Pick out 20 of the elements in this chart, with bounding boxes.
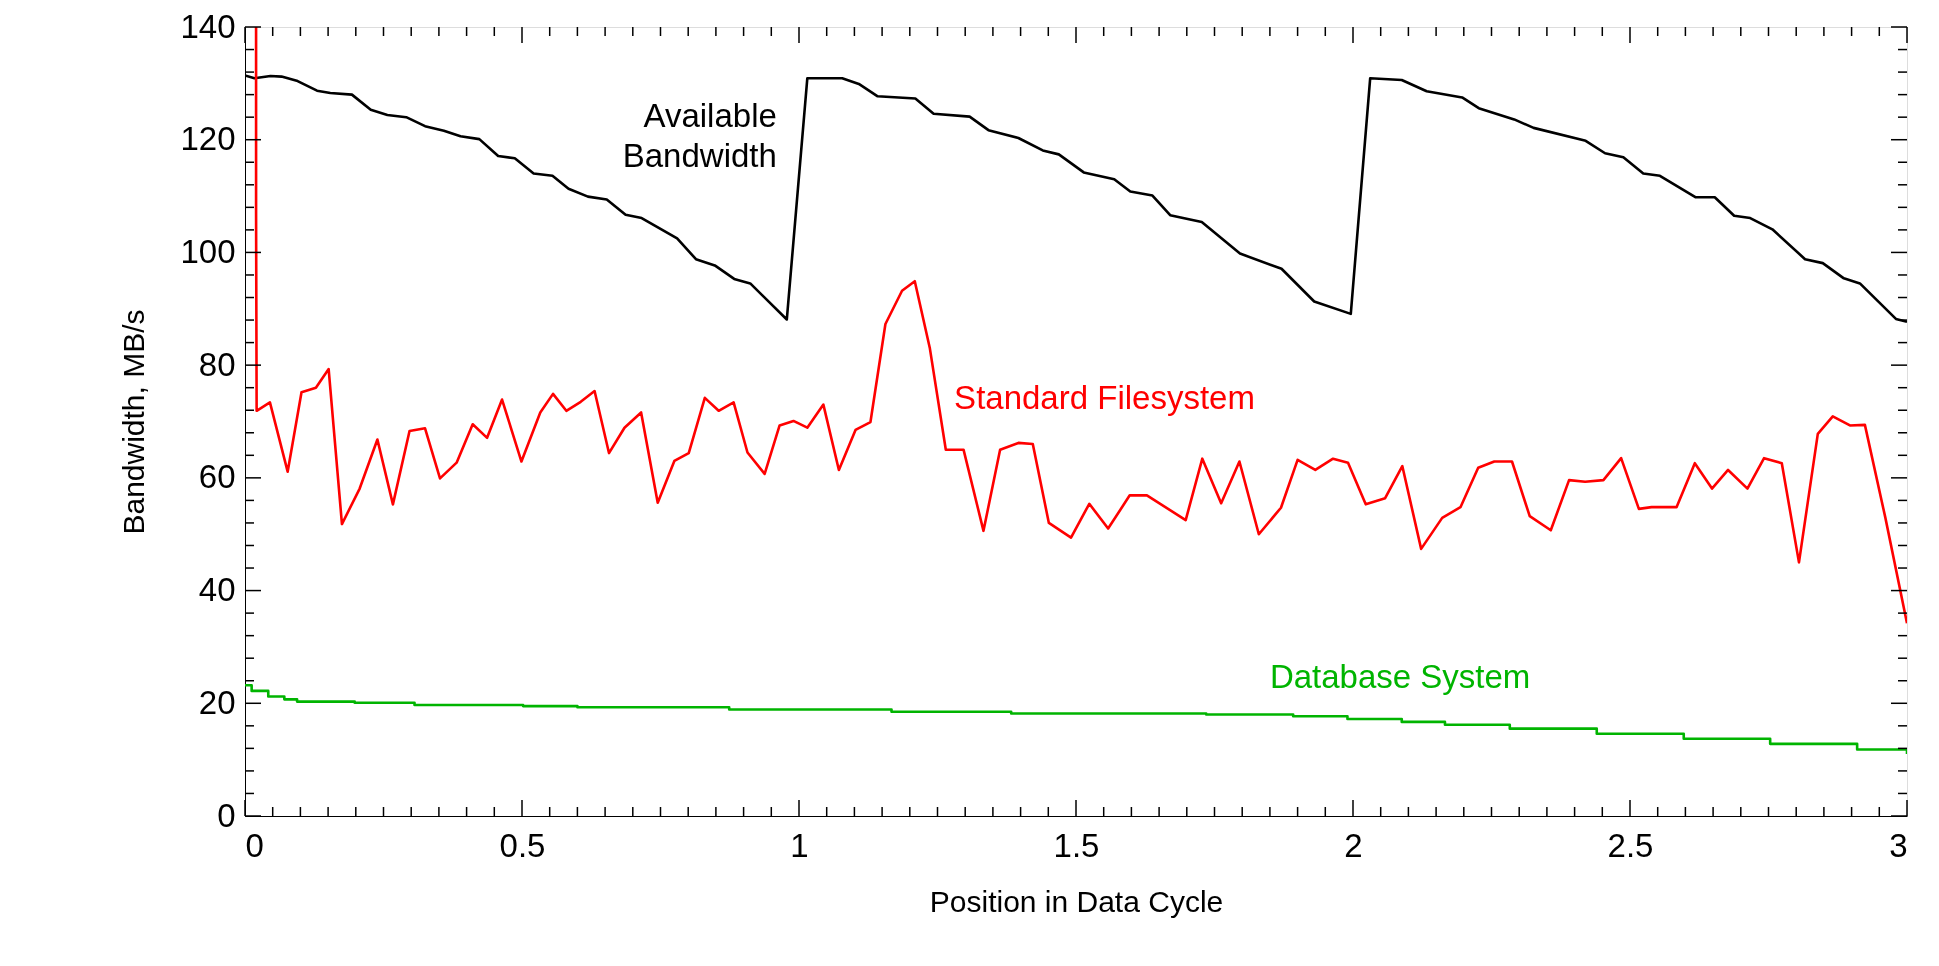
y-tick-label: 0	[217, 796, 236, 834]
y-tick-label: 120	[180, 120, 236, 158]
y-axis-title: Bandwidth, MB/s	[117, 309, 151, 535]
x-tick-label: 1.5	[1053, 826, 1100, 864]
y-tick-label: 20	[198, 683, 236, 721]
y-tick-label: 40	[198, 571, 236, 609]
series-label: Database System	[1269, 657, 1531, 695]
series-label: Standard Filesystem	[954, 378, 1255, 416]
x-tick-label: 0	[245, 826, 264, 864]
y-tick-label: 60	[198, 458, 236, 496]
x-tick-label: 3	[1889, 826, 1908, 864]
x-tick-label: 2	[1344, 826, 1363, 864]
y-tick-label: 100	[180, 232, 236, 270]
y-tick-label: 140	[180, 7, 236, 45]
x-tick-label: 2.5	[1607, 826, 1654, 864]
x-tick-label: 0.5	[499, 826, 546, 864]
series-label: Available Bandwidth	[622, 97, 777, 175]
y-tick-label: 80	[198, 345, 236, 383]
x-axis-title: Position in Data Cycle	[929, 884, 1224, 918]
x-tick-label: 1	[790, 826, 809, 864]
